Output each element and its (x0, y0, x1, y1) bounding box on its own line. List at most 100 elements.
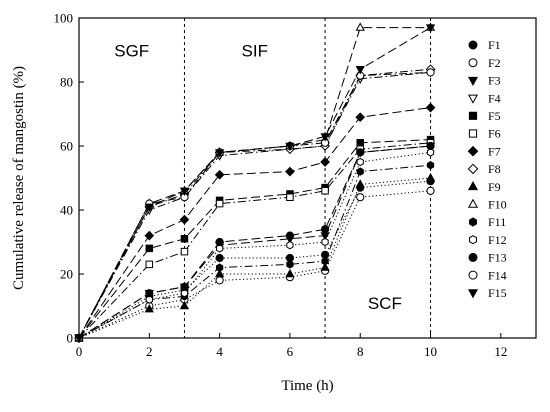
data-point (285, 166, 295, 177)
data-point (144, 304, 154, 313)
data-point (285, 268, 295, 278)
series-line-f4 (78, 71, 431, 339)
series-f11 (75, 161, 435, 343)
series-line-f6 (78, 142, 431, 339)
legend-item-f9: F9 (467, 180, 501, 194)
data-point (425, 24, 436, 33)
data-point (215, 263, 224, 272)
series-line-f5 (78, 139, 431, 339)
legend-label: F13 (488, 251, 507, 265)
phase-label-sif: SIF (242, 41, 268, 60)
legend-label: F5 (488, 109, 501, 123)
data-point (145, 289, 154, 298)
data-point (426, 186, 435, 195)
y-axis-title: Cumulative release of mangostin (%) (11, 66, 27, 290)
x-tick-label: 10 (424, 344, 437, 359)
data-point (180, 235, 189, 243)
legend-marker (467, 180, 479, 191)
data-point (285, 231, 295, 240)
legend-label: F11 (488, 215, 506, 229)
legend-item-f15: F15 (467, 286, 507, 300)
data-point (356, 193, 365, 202)
legend-marker (468, 129, 478, 138)
legend: F1 F2 F3 F4 F5 F6 F7 F8 F9 F10 F11 F12 F13 F14 F15 (467, 38, 507, 300)
data-point (356, 157, 364, 167)
legend-marker (467, 76, 479, 87)
legend-item-f2: F2 (468, 56, 501, 70)
legend-item-f7: F7 (467, 144, 501, 158)
legend-label: F12 (488, 233, 507, 247)
legend-label: F4 (488, 91, 501, 105)
data-point (215, 253, 224, 263)
data-point (320, 262, 330, 271)
data-point (286, 260, 294, 269)
legend-item-f5: F5 (468, 109, 501, 123)
data-point (355, 112, 366, 123)
data-point (321, 237, 329, 247)
legend-label: F1 (488, 38, 501, 52)
data-point (215, 276, 224, 285)
data-point (215, 237, 224, 247)
data-point (355, 179, 365, 188)
y-tick-label: 60 (60, 139, 73, 154)
data-point (425, 172, 436, 182)
legend-marker (468, 252, 478, 262)
data-point (426, 161, 435, 170)
data-point (179, 300, 190, 310)
legend-marker (469, 235, 477, 245)
legend-label: F2 (488, 56, 501, 70)
phase-dividers (183, 18, 432, 338)
legend-item-f11: F11 (469, 215, 506, 229)
legend-label: F14 (488, 268, 507, 282)
legend-marker (468, 58, 478, 68)
x-tick-label: 0 (76, 344, 83, 359)
legend-item-f12: F12 (469, 233, 507, 247)
legend-item-f1: F1 (468, 38, 501, 52)
data-point (320, 157, 330, 167)
x-tick-label: 8 (357, 344, 364, 359)
data-point (320, 225, 330, 234)
data-point (285, 142, 295, 152)
series-line-f7 (78, 107, 431, 339)
legend-label: F3 (488, 74, 501, 88)
data-point (179, 214, 190, 225)
series-line-f8 (78, 68, 431, 339)
data-point (286, 193, 294, 201)
series-line-f10 (78, 27, 431, 339)
data-point (180, 282, 189, 291)
legend-item-f10: F10 (467, 198, 507, 212)
data-point (320, 133, 330, 142)
data-point (286, 241, 294, 250)
y-tick-label: 100 (54, 11, 74, 26)
legend-label: F8 (488, 162, 501, 176)
data-point (214, 268, 225, 278)
data-point (215, 199, 224, 208)
legend-item-f13: F13 (468, 251, 507, 265)
legend-marker (467, 145, 479, 157)
data-point (145, 260, 154, 269)
legend-label: F10 (488, 198, 507, 212)
data-point (144, 230, 155, 241)
data-point (426, 148, 435, 157)
series-line-f13 (78, 145, 431, 339)
series-f7 (74, 102, 436, 343)
data-point (356, 167, 364, 176)
data-point (321, 187, 329, 195)
phase-label-sgf: SGF (114, 41, 149, 60)
data-point (214, 149, 225, 158)
series-f15 (74, 24, 436, 344)
phase-label-scf: SCF (368, 294, 402, 313)
legend-label: F7 (488, 144, 501, 158)
series-line-f2 (78, 190, 431, 339)
x-axis-title: Time (h) (281, 378, 333, 394)
data-point (179, 187, 190, 196)
phase-labels: SGF SIF SCF (114, 41, 402, 313)
legend-item-f8: F8 (467, 162, 501, 176)
x-tick-label: 12 (494, 344, 507, 359)
x-tick-label: 6 (287, 344, 294, 359)
legend-marker (468, 111, 478, 120)
legend-marker (467, 163, 479, 175)
series-f2 (74, 186, 435, 343)
legend-item-f3: F3 (467, 74, 501, 88)
